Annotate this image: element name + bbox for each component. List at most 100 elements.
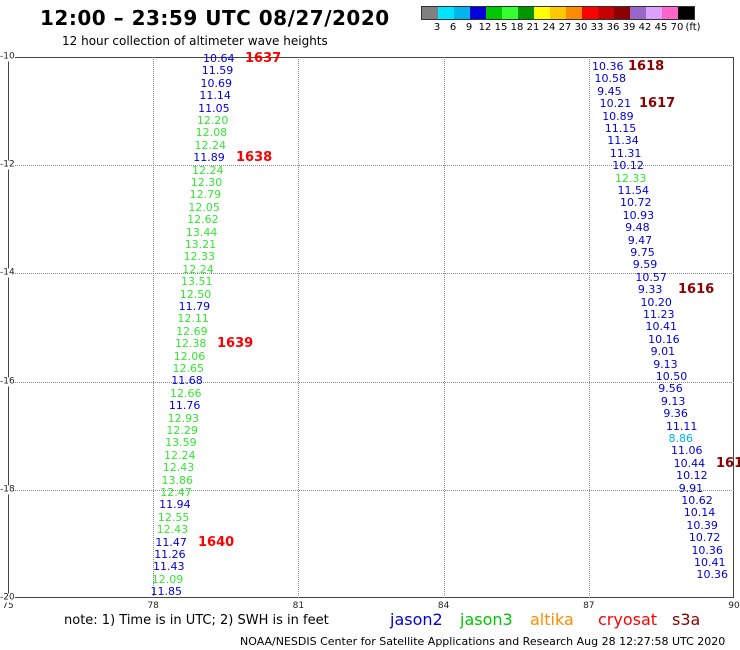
- wave-height-reading: 9.56: [658, 382, 683, 396]
- wave-height-reading: 11.15: [604, 122, 637, 135]
- latitude-label: -14: [0, 267, 15, 278]
- legend-tick-label: 70: [670, 22, 684, 33]
- legend-tick-label: 30: [574, 22, 588, 33]
- wave-height-reading: 10.39: [686, 518, 718, 532]
- wave-height-reading: 9.01: [650, 345, 676, 359]
- legend-swatch: [566, 7, 582, 19]
- longitude-gridline: [298, 57, 300, 598]
- longitude-label: 84: [437, 601, 450, 611]
- longitude-gridline: [153, 57, 155, 598]
- satellite-legend-altika: altika: [530, 610, 574, 629]
- wave-height-reading: 12.50: [179, 287, 212, 301]
- wave-height-reading: 11.23: [643, 308, 675, 321]
- wave-height-reading: 10.93: [622, 208, 655, 222]
- wave-height-reading: 11.79: [178, 300, 211, 313]
- wave-height-reading: 10.36: [696, 568, 729, 582]
- wave-height-reading: 9.91: [678, 481, 704, 495]
- wave-height-reading: 12.33: [183, 250, 215, 264]
- wave-height-reading: 10.57: [635, 270, 667, 284]
- legend-swatch: [598, 7, 614, 19]
- legend-tick-label: 27: [558, 22, 572, 33]
- latitude-label: -20: [0, 592, 15, 603]
- wave-height-reading: 12.38: [174, 337, 207, 351]
- legend-swatch: [518, 7, 534, 19]
- wave-height-reading: 10.64: [203, 52, 235, 65]
- wave-height-reading: 10.44: [673, 456, 706, 470]
- wave-height-reading: 10.69: [200, 76, 233, 90]
- latitude-label: -18: [0, 484, 15, 495]
- legend-swatch: [630, 7, 646, 19]
- wave-height-reading: 10.21: [599, 97, 632, 111]
- legend-tick-label: 42: [638, 22, 652, 33]
- wave-height-reading: 12.08: [195, 126, 228, 140]
- wave-height-reading: 12.43: [156, 523, 189, 537]
- wave-height-reading: 10.72: [620, 196, 652, 210]
- wave-height-reading: 10.62: [681, 494, 713, 507]
- legend-swatch: [550, 7, 566, 19]
- legend-tick-label: 36: [606, 22, 620, 33]
- legend-tick-label: (ft): [685, 22, 701, 33]
- longitude-gridline: [443, 57, 445, 598]
- legend-swatch: [646, 7, 662, 19]
- wave-height-reading: 12.43: [162, 461, 195, 475]
- latitude-gridline: [8, 273, 734, 275]
- legend-swatch: [502, 7, 518, 19]
- wave-height-reading: 10.16: [648, 332, 680, 346]
- legend-swatch: [438, 7, 454, 19]
- time-label: 161: [716, 455, 740, 471]
- map-frame: [8, 57, 734, 598]
- wave-height-reading: 12.65: [172, 362, 205, 375]
- wave-height-reading: 9.59: [632, 258, 658, 272]
- wave-height-reading: 10.20: [640, 295, 672, 309]
- legend-tick-label: 33: [590, 22, 604, 33]
- latitude-label: -12: [0, 159, 15, 170]
- wave-height-reading: 12.06: [173, 349, 206, 363]
- wave-height-reading: 11.76: [168, 399, 201, 413]
- satellite-legend-jason2: jason2: [390, 610, 443, 629]
- wave-height-reading: 13.86: [161, 473, 194, 487]
- wave-height-reading: 9.47: [627, 233, 653, 247]
- legend-swatch: [422, 7, 438, 19]
- wave-height-reading: 12.66: [170, 386, 202, 400]
- time-label: 1617: [639, 96, 676, 112]
- wave-height-reading: 11.54: [617, 184, 650, 197]
- wave-height-reading: 12.20: [196, 114, 229, 127]
- latitude-label: -16: [0, 376, 15, 387]
- wave-height-reading: 11.43: [152, 560, 185, 574]
- legend-swatch: [486, 7, 502, 19]
- color-scale-legend: [421, 6, 695, 20]
- wave-height-reading: 12.24: [182, 262, 214, 276]
- wave-height-reading: 11.47: [155, 535, 187, 549]
- legend-tick-label: 21: [526, 22, 540, 33]
- wave-height-reading: 12.33: [614, 171, 647, 185]
- wave-height-reading: 9.33: [637, 283, 663, 297]
- time-label: 1618: [628, 59, 665, 74]
- wave-height-reading: 11.31: [609, 146, 642, 160]
- legend-tick-label: 3: [433, 22, 441, 33]
- satellite-legend-cryosat: cryosat: [598, 610, 658, 629]
- wave-height-reading: 8.86: [668, 432, 694, 445]
- wave-height-reading: 11.11: [665, 419, 698, 433]
- wave-height-reading: 9.36: [663, 407, 688, 421]
- satellite-legend-s3a: s3a: [672, 610, 701, 629]
- wave-height-reading: 13.51: [181, 275, 213, 289]
- latitude-label: -10: [0, 51, 15, 62]
- wave-height-reading: 11.26: [154, 548, 186, 561]
- time-label: 1640: [198, 534, 235, 550]
- legend-tick-label: 12: [478, 22, 492, 33]
- note-text: note: 1) Time is in UTC; 2) SWH is in fe…: [64, 613, 329, 628]
- longitude-label: 90: [728, 601, 740, 611]
- wave-height-reading: 10.41: [694, 556, 726, 569]
- latitude-gridline: [8, 165, 734, 167]
- legend-swatch: [534, 7, 550, 19]
- longitude-label: 81: [292, 601, 305, 611]
- footer-credit: NOAA/NESDIS Center for Satellite Applica…: [240, 635, 726, 648]
- longitude-label: 87: [583, 601, 595, 611]
- satellite-legend-jason3: jason3: [460, 610, 513, 629]
- wave-height-reading: 11.34: [607, 134, 639, 148]
- wave-height-reading: 12.29: [166, 424, 198, 437]
- legend-swatch: [678, 7, 694, 19]
- page-title: 12:00 – 23:59 UTC 08/27/2020: [40, 6, 390, 30]
- legend-tick-label: 9: [465, 22, 473, 33]
- time-label: 1639: [217, 336, 254, 352]
